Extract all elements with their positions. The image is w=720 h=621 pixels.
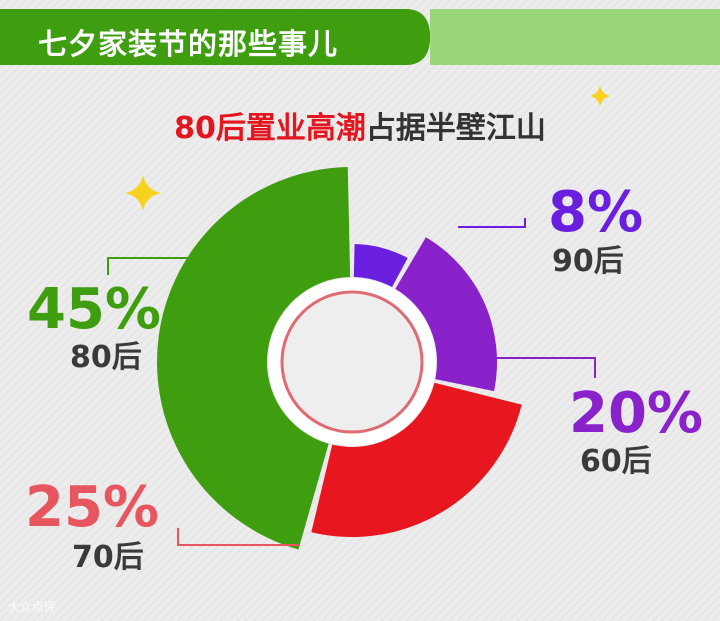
category-label-90s: 90后: [552, 244, 624, 279]
value-label-60s: 20%: [569, 381, 704, 446]
subtitle-rest: 占据半壁江山: [365, 111, 546, 146]
leader-line-60s: [487, 357, 596, 378]
header: 七夕家装节的那些事儿: [0, 9, 430, 65]
value-label-80s: 45%: [27, 277, 162, 342]
slice-70s: [311, 382, 522, 537]
chart-subtitle: 80后置业高潮占据半壁江山: [0, 103, 720, 147]
value-label-90s: 8%: [548, 180, 644, 245]
category-label-60s: 60后: [580, 444, 652, 479]
leader-line-80s: [107, 257, 218, 275]
leader-line-70s: [177, 528, 300, 546]
header-title: 七夕家装节的那些事儿: [38, 27, 339, 61]
donut-chart: [107, 167, 596, 550]
watermark: 大众点评: [8, 600, 57, 614]
category-label-80s: 80后: [70, 340, 142, 375]
value-label-70s: 25%: [25, 475, 160, 540]
slice-60s: [395, 237, 498, 392]
sparkle-icon: [590, 85, 610, 107]
category-label-70s: 70后: [72, 540, 144, 575]
header-banner-light: [430, 9, 720, 65]
leader-line-90s: [458, 218, 526, 228]
slice-90s: [353, 244, 408, 288]
donut-center-ring: [280, 290, 424, 434]
slice-80s: [156, 167, 351, 550]
subtitle-highlight: 80后置业高潮: [174, 111, 366, 146]
sparkle-icon: [125, 175, 161, 211]
header-banner: [0, 9, 430, 65]
